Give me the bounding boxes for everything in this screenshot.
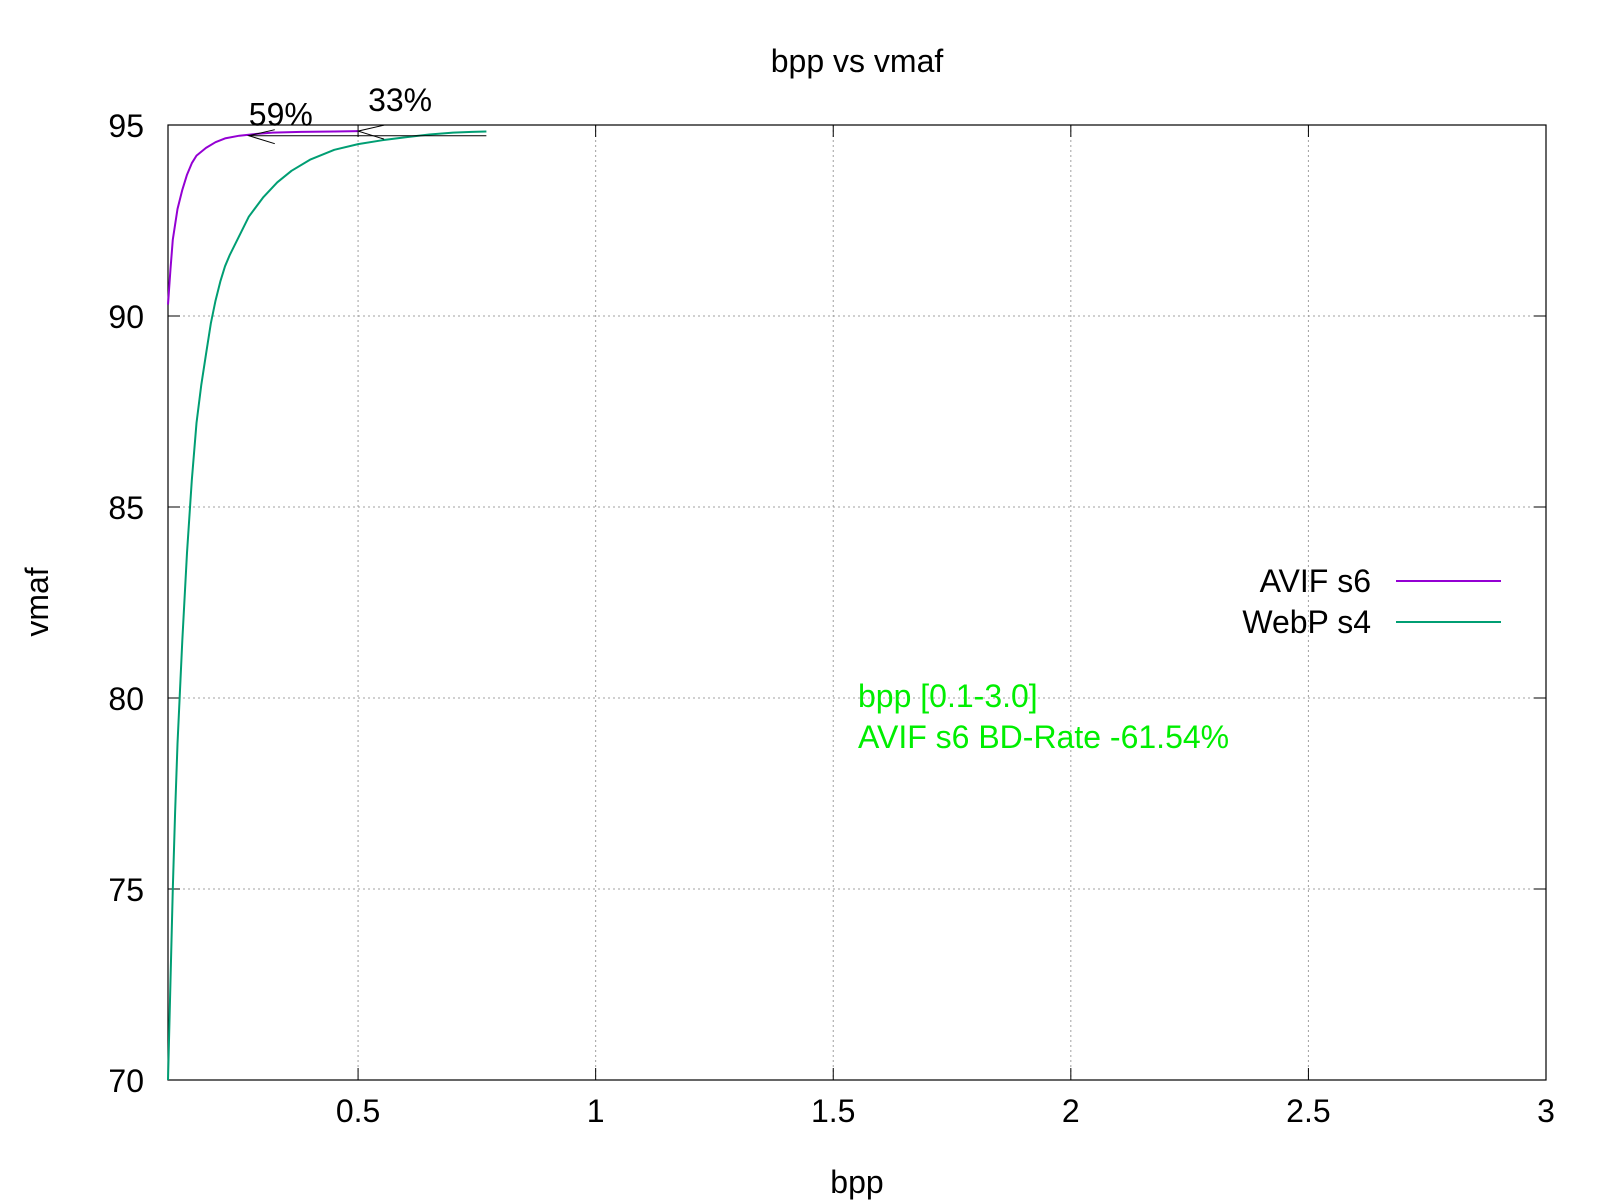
y-tick-label: 75 bbox=[108, 872, 144, 908]
annotation-label: 59% bbox=[249, 97, 313, 133]
series-lines bbox=[167, 130, 487, 1081]
x-tick-label: 0.5 bbox=[336, 1093, 380, 1129]
axis-ticks: 0.5 1 1.5 2 2.5 3 70 75 80 85 90 95 bbox=[108, 108, 1554, 1129]
y-tick-label: 80 bbox=[108, 681, 144, 717]
y-tick-label: 85 bbox=[108, 490, 144, 526]
chart-title: bpp vs vmaf bbox=[771, 43, 944, 79]
legend-label-webp: WebP s4 bbox=[1242, 604, 1371, 640]
series-line-0 bbox=[167, 130, 359, 305]
x-tick-label: 2 bbox=[1062, 1093, 1080, 1129]
y-tick-label: 70 bbox=[108, 1063, 144, 1099]
bd-range-text: bpp [0.1-3.0] bbox=[858, 678, 1038, 714]
y-axis-title: vmaf bbox=[19, 567, 55, 636]
x-tick-label: 1 bbox=[587, 1093, 605, 1129]
legend: AVIF s6 WebP s4 bbox=[1242, 563, 1501, 640]
x-tick-label: 3 bbox=[1537, 1093, 1555, 1129]
x-axis-title: bpp bbox=[830, 1164, 883, 1200]
annotation-arrow bbox=[356, 124, 385, 140]
legend-label-avif: AVIF s6 bbox=[1260, 563, 1371, 599]
bd-rate-box: bpp [0.1-3.0] AVIF s6 BD-Rate -61.54% bbox=[858, 678, 1229, 755]
plot-frame bbox=[167, 124, 1547, 1081]
annotation-label: 33% bbox=[368, 82, 432, 118]
bd-rate-text: AVIF s6 BD-Rate -61.54% bbox=[858, 719, 1229, 755]
annotations: 59% 33% bbox=[246, 82, 487, 145]
y-tick-label: 95 bbox=[108, 108, 144, 144]
x-tick-label: 1.5 bbox=[811, 1093, 855, 1129]
grid bbox=[168, 125, 1546, 1080]
series-line-1 bbox=[167, 130, 487, 1081]
y-tick-label: 90 bbox=[108, 299, 144, 335]
annotation-arrow bbox=[246, 129, 275, 145]
x-tick-label: 2.5 bbox=[1286, 1093, 1330, 1129]
